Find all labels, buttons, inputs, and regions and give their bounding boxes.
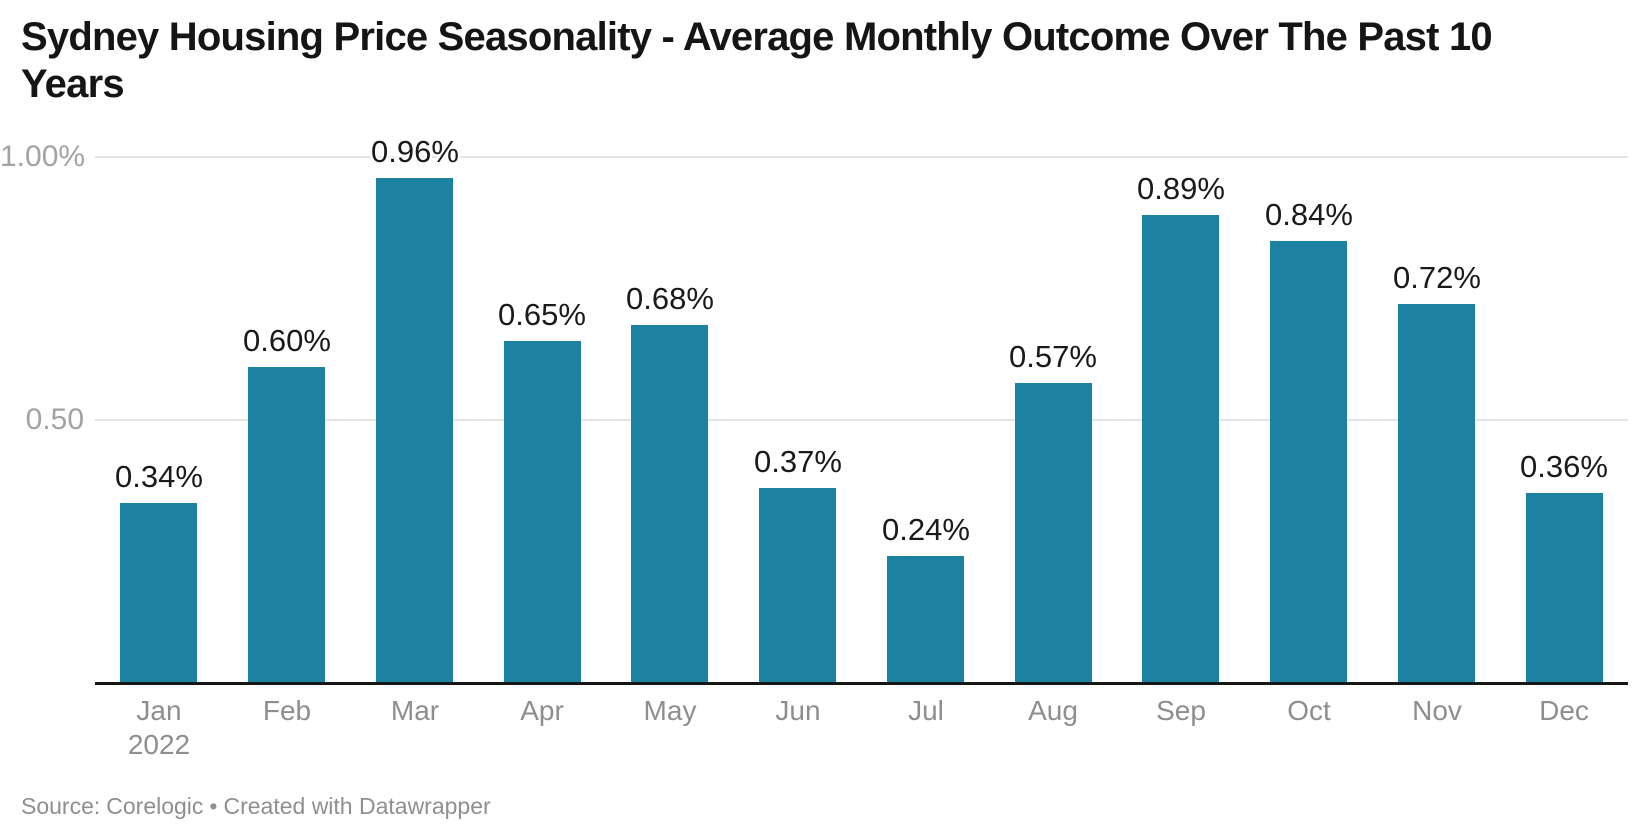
chart-title-line-2: Years [21,62,125,106]
chart-title: Sydney Housing Price Seasonality - Avera… [21,14,1493,108]
value-label-mar: 0.96% [371,134,459,169]
credit-text: Created with Datawrapper [223,793,491,819]
x-tick-label-may: May [643,695,697,726]
gridline-050 [95,418,1628,421]
source-line: Source: Corelogic • Created with Datawrappe… [21,792,497,820]
x-tick-label-apr: Apr [520,695,564,726]
bar-nov[interactable] [1398,304,1475,682]
source-name: Corelogic [106,793,204,819]
x-tick-label-nov: Nov [1412,695,1462,726]
x-tick-label-jul: Jul [908,695,944,726]
value-label-aug: 0.57% [1009,339,1097,374]
x-tick-label-feb: Feb [262,695,312,726]
bar-may[interactable] [631,325,708,682]
x-tick-label-sep: Sep [1156,695,1206,726]
value-label-dec: 0.36% [1520,449,1608,484]
value-label-may: 0.68% [626,281,714,316]
bar-feb[interactable] [248,367,325,682]
chart-title-line-1: Sydney Housing Price Seasonality - Avera… [21,15,1493,59]
x-tick-label-oct: Oct [1287,695,1331,726]
bar-jun[interactable] [759,488,836,682]
value-label-jan: 0.34% [115,459,203,494]
x-axis: Jan 2022 Feb Mar Apr May Jun Jul Aug Sep Oct Nov Dec [95,694,1628,794]
value-label-apr: 0.65% [498,297,586,332]
bar-oct[interactable] [1270,241,1347,682]
value-label-nov: 0.72% [1393,260,1481,295]
value-label-oct: 0.84% [1265,197,1353,232]
bar-apr[interactable] [504,341,581,682]
x-tick-label-dec: Dec [1539,695,1589,726]
source-separator: • [209,793,218,819]
y-tick-label-100: 1.00% [0,140,86,173]
bar-mar[interactable] [376,178,453,682]
bar-jul[interactable] [887,556,964,682]
gridline-100 [95,156,1628,158]
x-axis-line [95,682,1628,685]
x-tick-label-aug: Aug [1028,695,1078,726]
plot-area: 0.34% 0.60% 0.96% 0.65% 0.68% 0.37% 0.24% 0.57%… [95,0,1628,684]
source-label: Source: [21,793,101,819]
x-tick-sublabel-year: 2022 [127,729,191,760]
value-label-sep: 0.89% [1137,171,1225,206]
value-label-feb: 0.60% [243,323,331,358]
value-label-jun: 0.37% [754,444,842,479]
bar-aug[interactable] [1015,383,1092,682]
bar-jan[interactable] [120,503,197,682]
value-label-jul: 0.24% [882,512,970,547]
x-tick-label-jun: Jun [775,695,821,726]
bar-sep[interactable] [1142,215,1219,682]
y-tick-label-050: 0.50 [25,402,84,436]
bar-dec[interactable] [1526,493,1603,682]
x-tick-label-jan: Jan 2022 [95,694,223,762]
x-tick-label-mar: Mar [390,695,440,726]
